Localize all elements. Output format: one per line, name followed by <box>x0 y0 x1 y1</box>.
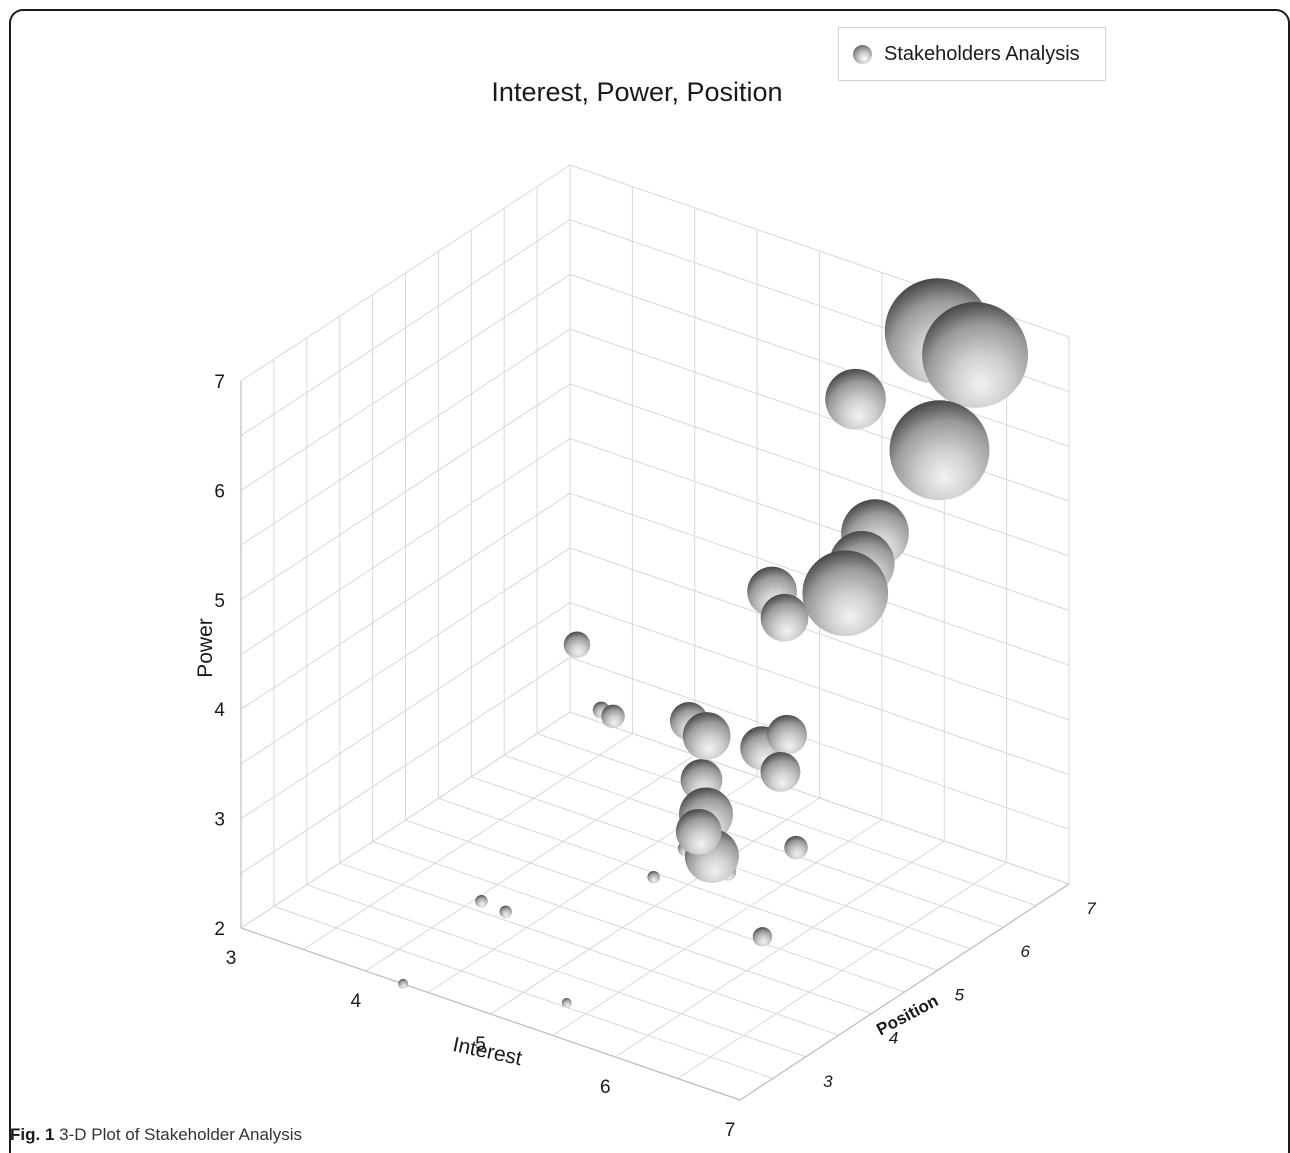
bubble-point <box>760 593 809 642</box>
interest-axis-title: Interest <box>451 1033 524 1070</box>
grid-line <box>405 819 905 993</box>
grid-line <box>536 733 1037 907</box>
grid-line <box>240 602 571 820</box>
bubble-point <box>784 835 808 860</box>
grid-line <box>569 656 1070 830</box>
grid-line <box>240 438 571 655</box>
grid-line <box>372 841 872 1015</box>
interest-axis-line <box>240 927 741 1101</box>
power-tick-label: 6 <box>214 481 225 502</box>
power-tick-label: 5 <box>214 591 225 612</box>
bubble-point <box>922 302 1029 408</box>
caption-text: 3-D Plot of Stakeholder Analysis <box>59 1125 302 1144</box>
grid-line <box>569 602 1070 776</box>
grid-line <box>240 328 571 546</box>
bubble-point <box>475 895 488 908</box>
grid-line <box>306 884 806 1058</box>
bubble-point <box>752 927 773 947</box>
legend: Stakeholders Analysis <box>838 27 1106 81</box>
grid-line <box>240 164 571 382</box>
bubble-point <box>499 905 512 919</box>
grid-line <box>273 905 774 1079</box>
grid-line <box>569 328 1070 502</box>
interest-tick-label: 5 <box>475 1034 486 1055</box>
power-tick-label: 3 <box>214 810 225 831</box>
position-tick-label: 5 <box>955 985 965 1004</box>
bubble-point <box>889 400 990 501</box>
grid-line <box>240 656 571 874</box>
figure-frame <box>9 9 1290 1153</box>
grid-line <box>569 383 1070 557</box>
interest-tick-label: 7 <box>725 1120 736 1141</box>
position-tick-label: 7 <box>1086 899 1096 918</box>
bubble-point <box>563 631 591 659</box>
bubble-point <box>825 368 886 430</box>
grid-line <box>569 711 1070 885</box>
legend-label: Stakeholders Analysis <box>884 43 1080 65</box>
position-tick-label: 3 <box>823 1072 833 1091</box>
position-axis-line <box>739 883 1070 1101</box>
bubble-point <box>682 712 731 760</box>
grid-line <box>339 862 839 1036</box>
position-tick-label: 6 <box>1020 942 1030 961</box>
caption-label: Fig. 1 <box>10 1125 55 1144</box>
grid-line <box>240 383 571 601</box>
grid-line <box>438 797 938 971</box>
bubble-series <box>398 278 1029 1008</box>
power-tick-label: 4 <box>214 700 225 721</box>
grid-line <box>240 273 571 491</box>
interest-tick-label: 3 <box>226 948 237 969</box>
position-axis-title: Position <box>873 991 941 1039</box>
interest-tick-label: 6 <box>600 1077 611 1098</box>
chart-title: Interest, Power, Position <box>491 77 783 107</box>
power-tick-label: 2 <box>214 919 225 940</box>
grid-line <box>569 547 1070 721</box>
bubble-point <box>561 997 572 1008</box>
interest-tick-label: 4 <box>350 991 361 1012</box>
legend-marker <box>853 45 872 64</box>
bubble-point <box>398 978 409 989</box>
power-tick-label: 7 <box>214 372 225 393</box>
figure-caption: Fig. 1 3-D Plot of Stakeholder Analysis <box>10 1125 302 1145</box>
grid-line <box>240 492 571 710</box>
bubble-point <box>760 751 801 792</box>
position-tick-label: 4 <box>889 1029 898 1048</box>
bubble-point <box>647 870 660 884</box>
bubble-point <box>675 808 722 855</box>
bubble-point <box>767 714 807 755</box>
power-axis-title: Power <box>194 618 217 678</box>
bubble-point <box>601 704 625 729</box>
grid-line <box>240 547 571 765</box>
grid-line <box>569 273 1070 447</box>
grid-line <box>504 754 1004 928</box>
grid-line <box>569 438 1070 611</box>
bubble-point <box>802 550 889 637</box>
grid-line <box>240 219 571 437</box>
